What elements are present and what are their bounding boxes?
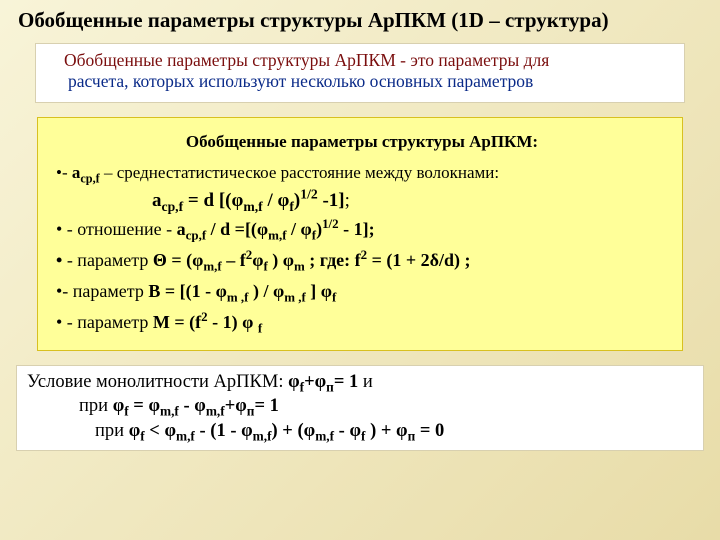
page-title: Обобщенные параметры структуры АрПКМ (1D… [14,8,706,33]
subtitle-box: Обобщенные параметры структуры АрПКМ - э… [35,43,685,103]
footer-row-3: при φf < φm,f - (1 - φm,f) + (φm,f - φf … [27,419,693,444]
param-item-1-formula: аср,f = d [(φm,f / φf)1/2 -1]; [56,190,668,212]
parameters-heading: Обобщенные параметры структуры АрПКМ: [56,132,668,152]
param-item-5: • - параметр М = (f2 - 1) φ f [56,309,668,336]
parameters-box: Обобщенные параметры структуры АрПКМ: •-… [37,117,683,351]
param-item-3: • - параметр Θ = (φm,f – f2φf ) φm ; где… [56,247,668,274]
footer-row-2: при φf = φm,f - φm,f+φп= 1 [27,394,693,419]
param-item-4: •- параметр B = [(1 - φm ,f ) / φm ,f ] … [56,278,668,305]
param-item-2: • - отношение - аср,f / d =[(φm,f / φf)1… [56,216,668,243]
param-item-1: •- аср,f – среднестатистическое расстоян… [56,160,668,186]
subtitle-line-2: расчета, которых используют несколько ос… [64,71,656,92]
monolith-condition-box: Условие монолитности АрПКМ: φf+φп= 1 и п… [16,365,704,452]
footer-row-1: Условие монолитности АрПКМ: φf+φп= 1 и [27,370,693,395]
subtitle-line-1: Обобщенные параметры структуры АрПКМ - э… [64,50,656,71]
